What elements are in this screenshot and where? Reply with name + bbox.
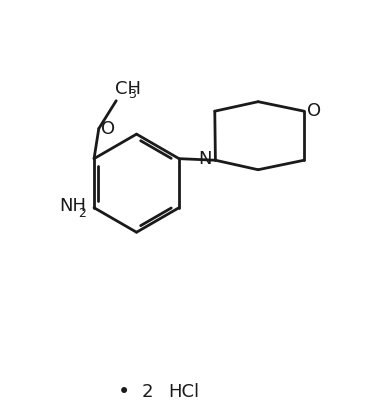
Text: •: • bbox=[118, 382, 130, 402]
Text: NH: NH bbox=[59, 197, 86, 215]
Text: O: O bbox=[101, 120, 115, 138]
Text: 3: 3 bbox=[128, 88, 137, 101]
Text: HCl: HCl bbox=[168, 383, 200, 401]
Text: N: N bbox=[198, 150, 212, 168]
Text: 2: 2 bbox=[142, 383, 153, 401]
Text: O: O bbox=[307, 102, 321, 120]
Text: 2: 2 bbox=[78, 207, 86, 220]
Text: CH: CH bbox=[115, 80, 140, 98]
